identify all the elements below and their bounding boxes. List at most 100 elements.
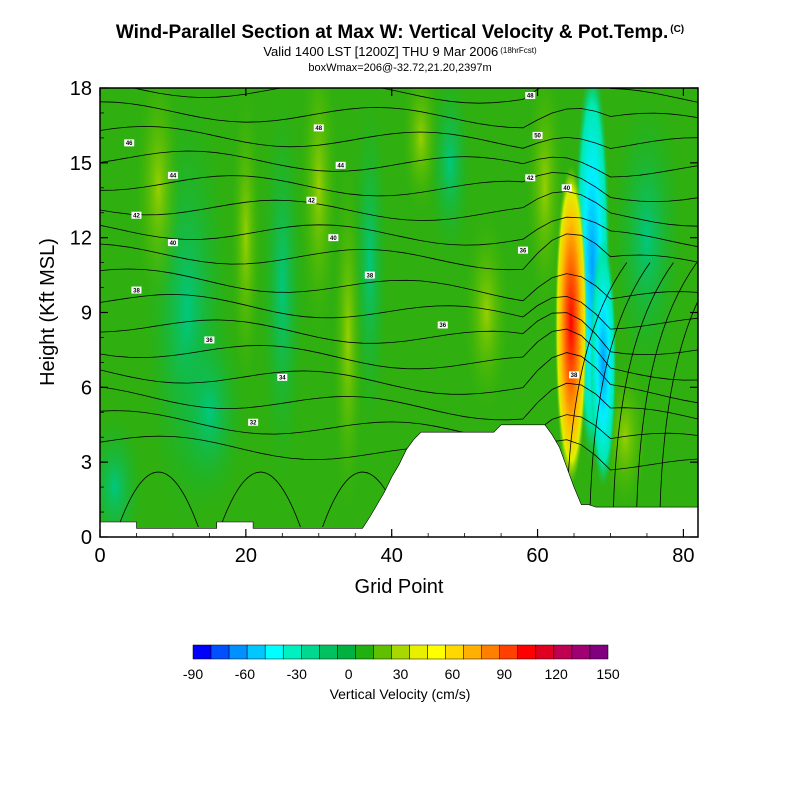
x-axis-label: Grid Point [355, 576, 444, 598]
contour-label-box [517, 246, 528, 254]
contour-label: 36 [206, 338, 213, 344]
theta-contour-line [659, 299, 698, 508]
contour-label: 34 [279, 376, 286, 382]
contour-label: 44 [337, 164, 344, 170]
contour-label: 48 [527, 94, 534, 100]
contour-label-box [248, 418, 259, 426]
colorbar-tick-label: -30 [287, 666, 307, 682]
theta-contour-line [100, 268, 698, 302]
valid-text: Valid 1400 LST [1200Z] THU 9 Mar 2006 [263, 44, 499, 59]
theta-contour-line [589, 262, 651, 508]
theta-contour-line [100, 410, 698, 445]
colorbar-swatch [355, 644, 374, 660]
y-tick-label: 15 [70, 153, 92, 175]
y-tick-label: 0 [81, 527, 92, 549]
contour-label: 38 [366, 273, 373, 279]
colorbar-swatch [391, 644, 410, 660]
colorbar-swatch [571, 644, 591, 660]
contour-label-box [131, 211, 142, 219]
velocity-field [100, 88, 698, 537]
colorbar-swatch [337, 644, 356, 660]
colorbar-tick-label: 120 [544, 666, 568, 682]
theta-contour-line [100, 233, 698, 271]
box-info: boxWmax=206@-32.72,21.20,2397m [308, 62, 492, 74]
theta-contour-line [100, 125, 698, 149]
colorbar-swatch [246, 644, 266, 660]
contour-label: 48 [315, 126, 322, 132]
theta-contour-line [100, 150, 698, 178]
contour-label-box [131, 286, 142, 294]
field-weakup [333, 162, 363, 513]
contour-label-box [569, 371, 580, 379]
contour-label-box [437, 321, 448, 329]
field-updraft [555, 165, 588, 485]
theta-contour-line [117, 471, 199, 528]
y-tick-label: 9 [81, 303, 92, 325]
field-weakdown [172, 312, 246, 513]
field-weakdown [610, 88, 684, 388]
x-tick-label: 80 [672, 545, 694, 567]
copyright-mark: (C) [670, 24, 685, 35]
theta-contour-line [613, 262, 674, 508]
theta-contour-line [131, 88, 698, 104]
title-text: Wind-Parallel Section at Max W: Vertical… [115, 22, 669, 43]
contour-label-box [532, 131, 543, 139]
colorbar-swatch [282, 644, 302, 660]
colorbar-tick-label: 150 [596, 666, 620, 682]
contour-label-box [204, 336, 215, 344]
contour-label-box [525, 91, 536, 99]
field-weakup [231, 88, 261, 388]
colorbar-tick-label: 90 [496, 666, 512, 682]
colorbar-swatch [427, 644, 446, 660]
field-downdraft [590, 237, 617, 488]
contour-label: 50 [534, 134, 541, 140]
field-weakup [136, 88, 181, 313]
colorbar-swatch [553, 644, 573, 660]
colorbar-swatch [535, 644, 555, 660]
x-tick-label: 0 [94, 545, 105, 567]
colorbar-tick-label: -90 [183, 666, 203, 682]
colorbar-swatch [589, 644, 609, 660]
colorbar-swatch [373, 644, 392, 660]
contour-label: 40 [170, 241, 177, 247]
contour-label: 46 [126, 141, 133, 147]
contour-label: 32 [250, 420, 257, 426]
theta-contour-line [636, 262, 698, 508]
colorbar-swatch [264, 644, 284, 660]
contour-label: 38 [133, 288, 140, 294]
colorbar-swatch [228, 644, 248, 660]
contour-label: 36 [439, 323, 446, 329]
contour-label: 40 [330, 236, 337, 242]
theta-contour-line [100, 101, 698, 129]
contour-label-box [167, 239, 178, 247]
x-tick-label: 40 [381, 545, 403, 567]
contour-label-box [525, 174, 536, 182]
contour-label-box [313, 124, 324, 132]
field-weakup [526, 88, 564, 313]
contour-label: 42 [308, 198, 315, 204]
field-weakdown [100, 412, 144, 537]
colorbar-swatch [517, 644, 537, 660]
terrain [99, 424, 699, 538]
colorbar-tick-label: 0 [345, 666, 353, 682]
theta-contour-line [100, 382, 698, 421]
field-weakdown [428, 88, 472, 263]
y-tick-label: 6 [81, 377, 92, 399]
colorbar-swatch [445, 644, 464, 660]
theta-contour-line [566, 262, 628, 508]
theta-contour-line [100, 312, 698, 355]
theta-contour-line [100, 216, 698, 248]
contour-label: 42 [133, 213, 140, 219]
colorbar-tick-label: -60 [235, 666, 255, 682]
colorbar-swatch [301, 644, 320, 660]
colorbar-swatch [463, 644, 482, 660]
field-weakdown [260, 88, 305, 488]
contour-label: 44 [170, 174, 177, 180]
contour-label-box [364, 271, 375, 279]
theta-contours [100, 88, 698, 528]
contour-label-box [328, 234, 339, 242]
colorbar-swatch [210, 644, 230, 660]
theta-contour-line [220, 471, 301, 528]
